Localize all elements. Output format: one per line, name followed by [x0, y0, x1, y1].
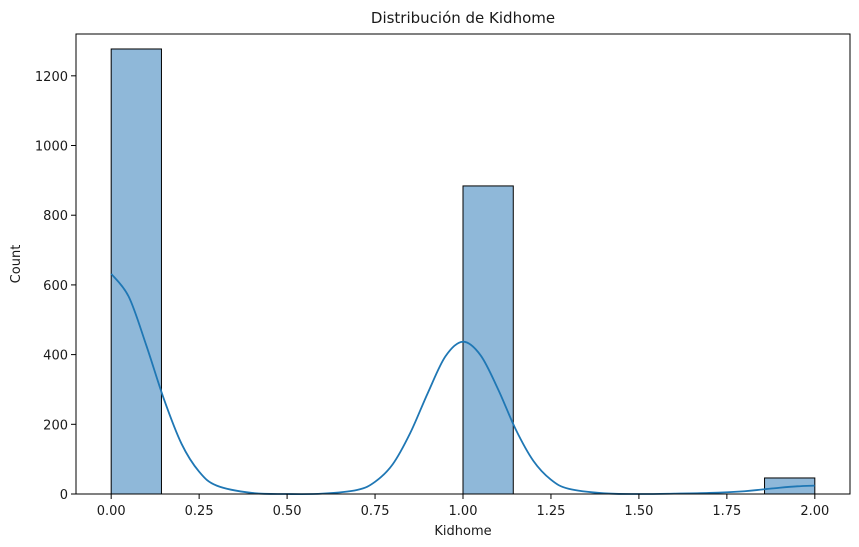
bars-group [110, 48, 816, 495]
y-tick-label: 1200 [35, 70, 68, 85]
x-tick-label: 0.25 [185, 504, 214, 519]
y-tick-label: 1000 [35, 140, 68, 155]
y-tick-label: 400 [43, 349, 68, 364]
kde-curve [110, 273, 815, 496]
x-tick-label: 2.00 [800, 504, 829, 519]
y-tick-label: 200 [43, 418, 68, 433]
y-tick-label: 600 [43, 279, 68, 294]
y-axis-ticks: 0 200 400 600 800 1000 1200 [35, 70, 76, 503]
x-tick-label: 0.50 [273, 504, 302, 519]
histogram-bar-1 [462, 185, 514, 495]
x-tick-label: 1.25 [536, 504, 565, 519]
chart-title: Distribución de Kidhome [371, 9, 555, 27]
x-tick-label: 0.00 [97, 504, 126, 519]
x-axis-ticks: 0.00 0.25 0.50 0.75 1.00 1.25 1.50 1.75 2.00 [97, 494, 829, 519]
histogram-bar-0 [110, 48, 162, 495]
x-tick-label: 0.75 [361, 504, 390, 519]
x-tick-label: 1.50 [624, 504, 653, 519]
x-tick-label: 1.75 [712, 504, 741, 519]
x-axis-label: Kidhome [434, 524, 491, 539]
y-tick-label: 0 [60, 488, 68, 503]
y-tick-label: 800 [43, 209, 68, 224]
x-tick-label: 1.00 [449, 504, 478, 519]
y-axis-label: Count [9, 245, 24, 284]
